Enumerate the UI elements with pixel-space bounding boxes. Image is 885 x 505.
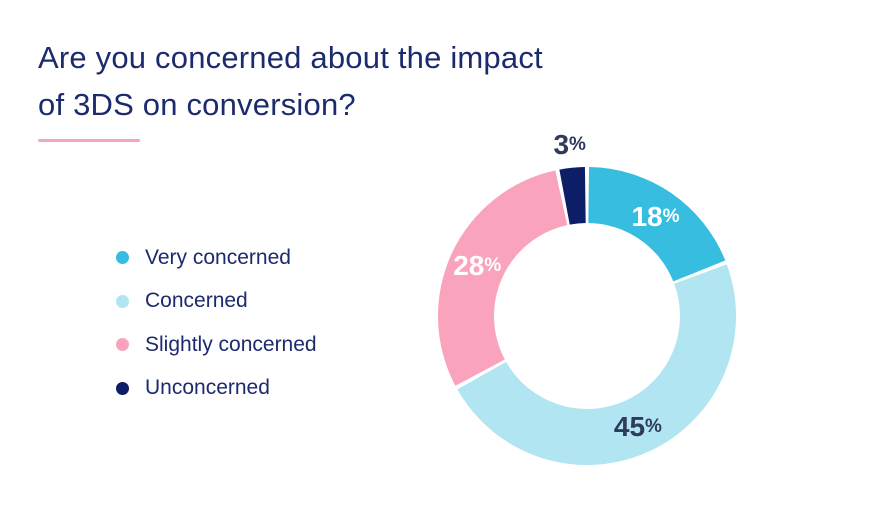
chart-title-line-2: of 3DS on conversion?: [38, 87, 356, 122]
legend-swatch-slightly-concerned: [116, 338, 129, 352]
slice-label-slightly-concerned: 28%: [453, 250, 501, 281]
legend-item-unconcerned: Unconcerned: [116, 367, 317, 411]
legend-label-concerned: Concerned: [145, 289, 248, 313]
slice-unconcerned: [559, 167, 586, 225]
legend-item-slightly-concerned: Slightly concerned: [116, 323, 317, 367]
legend-label-slightly-concerned: Slightly concerned: [145, 332, 317, 356]
slice-label-unconcerned: 3%: [553, 128, 586, 159]
chart-title: Are you concerned about the impact of 3D…: [38, 34, 638, 128]
legend: Very concerned Concerned Slightly concer…: [116, 236, 317, 410]
title-underline: [38, 139, 140, 142]
slice-label-concerned: 45%: [614, 410, 662, 441]
legend-swatch-very-concerned: [116, 251, 129, 265]
legend-swatch-unconcerned: [116, 381, 129, 395]
slice-concerned: [457, 264, 737, 466]
legend-item-very-concerned: Very concerned: [116, 236, 317, 280]
legend-swatch-concerned: [116, 294, 129, 308]
slice-label-very-concerned: 18%: [631, 201, 679, 232]
legend-item-concerned: Concerned: [116, 280, 317, 324]
legend-label-unconcerned: Unconcerned: [145, 376, 270, 400]
legend-label-very-concerned: Very concerned: [145, 245, 291, 269]
slice-slightly-concerned: [438, 170, 568, 386]
chart-title-line-1: Are you concerned about the impact: [38, 40, 543, 75]
slice-very-concerned: [588, 167, 726, 282]
